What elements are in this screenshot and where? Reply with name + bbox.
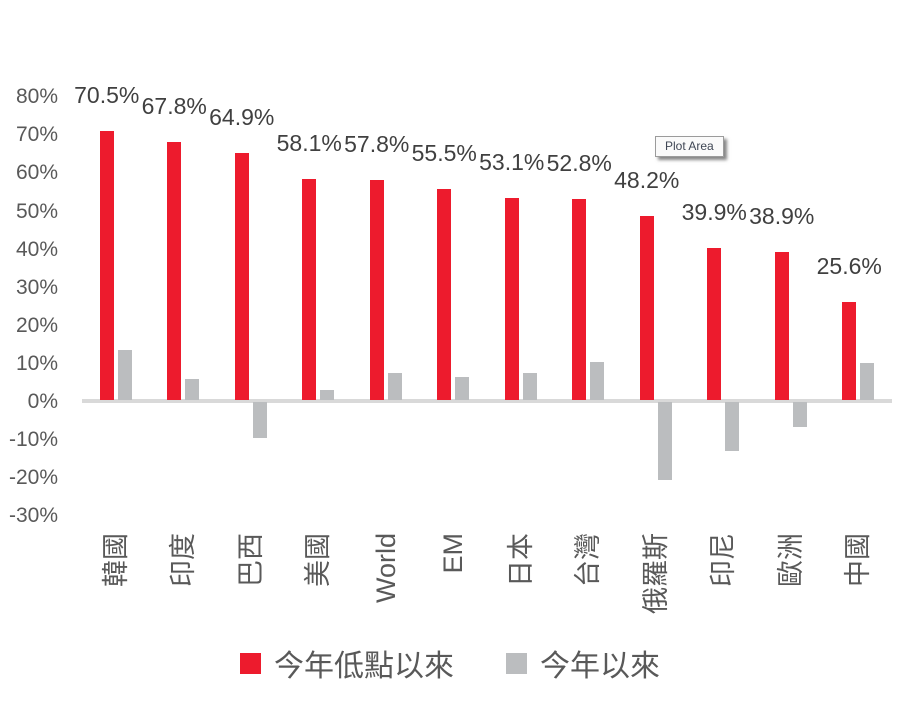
bar-since-low-2[interactable] <box>234 152 249 400</box>
bar-since-low-6[interactable] <box>504 197 519 400</box>
bar-since-low-0[interactable] <box>99 131 114 400</box>
bar-since-low-7[interactable] <box>572 198 587 400</box>
data-label-9: 39.9% <box>681 198 747 225</box>
y-tick--20%: -20% <box>8 466 58 490</box>
x-axis-zero-line <box>82 399 892 403</box>
bar-ytd-3[interactable] <box>320 390 335 400</box>
bar-ytd-9[interactable] <box>725 402 740 451</box>
bar-since-low-9[interactable] <box>707 247 722 400</box>
y-tick-60%: 60% <box>15 161 58 185</box>
bar-since-low-1[interactable] <box>167 141 182 400</box>
y-tick--10%: -10% <box>8 428 58 452</box>
data-label-4: 57.8% <box>344 130 410 157</box>
y-tick-80%: 80% <box>15 85 58 109</box>
bar-ytd-5[interactable] <box>455 377 470 400</box>
y-tick-30%: 30% <box>15 275 58 299</box>
data-label-3: 58.1% <box>276 129 342 156</box>
bar-since-low-10[interactable] <box>774 251 789 400</box>
bar-ytd-8[interactable] <box>657 402 672 480</box>
bar-ytd-6[interactable] <box>522 373 537 400</box>
data-label-5: 55.5% <box>411 139 477 166</box>
data-label-0: 70.5% <box>74 82 140 109</box>
y-tick-10%: 10% <box>15 351 58 375</box>
data-label-10: 38.9% <box>749 202 815 229</box>
bar-since-low-3[interactable] <box>302 178 317 400</box>
y-tick-50%: 50% <box>15 199 58 223</box>
legend-swatch-ytd-icon <box>506 652 527 674</box>
y-tick-40%: 40% <box>15 237 58 261</box>
bar-ytd-11[interactable] <box>860 363 875 400</box>
legend-item-ytd[interactable]: 今年以來 <box>506 641 660 685</box>
legend: 今年低點以來 今年以來 <box>0 640 900 686</box>
legend-label-since-low: 今年低點以來 <box>274 650 454 683</box>
bar-ytd-2[interactable] <box>252 402 267 438</box>
data-label-8: 48.2% <box>614 167 680 194</box>
y-tick--30%: -30% <box>8 504 58 528</box>
bar-since-low-11[interactable] <box>842 302 857 400</box>
bar-ytd-7[interactable] <box>590 361 605 400</box>
bar-since-low-5[interactable] <box>437 188 452 400</box>
plot-area-tooltip: Plot Area <box>655 136 724 157</box>
bar-ytd-0[interactable] <box>117 350 132 400</box>
data-label-7: 52.8% <box>546 149 612 176</box>
legend-label-ytd: 今年以來 <box>540 650 660 683</box>
data-label-2: 64.9% <box>209 103 275 130</box>
data-label-1: 67.8% <box>141 92 207 119</box>
y-tick-70%: 70% <box>15 123 58 147</box>
bar-since-low-8[interactable] <box>639 216 654 400</box>
bar-ytd-10[interactable] <box>792 402 807 427</box>
legend-item-since-low[interactable]: 今年低點以來 <box>240 641 454 685</box>
bar-ytd-4[interactable] <box>387 373 402 400</box>
bar-ytd-1[interactable] <box>185 379 200 400</box>
bar-since-low-4[interactable] <box>369 179 384 400</box>
data-label-6: 53.1% <box>479 148 545 175</box>
y-tick-20%: 20% <box>15 313 58 337</box>
legend-swatch-since-low-icon <box>240 652 261 674</box>
y-tick-0%: 0% <box>27 390 58 413</box>
data-label-11: 25.6% <box>816 253 882 280</box>
